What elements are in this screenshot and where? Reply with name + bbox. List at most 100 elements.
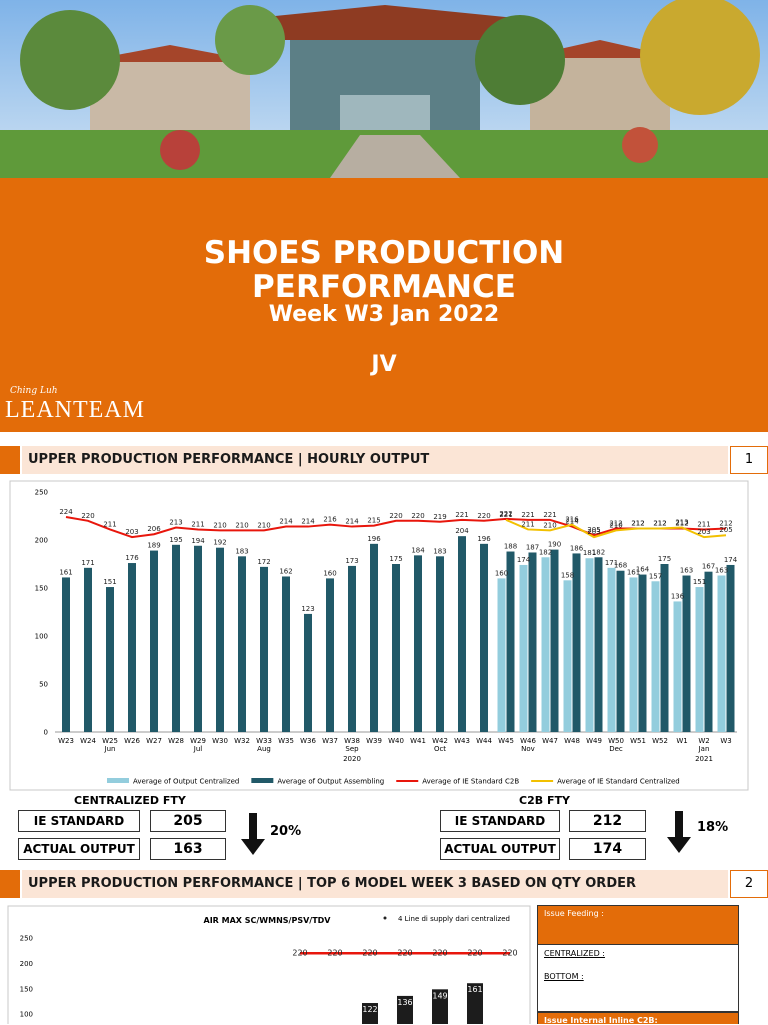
value-label: 219	[433, 513, 446, 521]
value-label: 210	[213, 521, 226, 529]
x-tick-label: W32	[234, 737, 250, 745]
legend-swatch	[251, 778, 274, 783]
value-label: 188	[504, 543, 517, 551]
value-label: 220	[362, 949, 377, 958]
month-label: Jan	[698, 745, 710, 753]
x-tick-label: W26	[124, 737, 140, 745]
x-tick-label: W46	[520, 737, 536, 745]
value-label: 190	[548, 541, 561, 549]
x-tick-label: W30	[212, 737, 228, 745]
value-label: 160	[323, 569, 336, 577]
value-label: 171	[605, 559, 618, 567]
value-label: 174	[724, 556, 738, 564]
chart-note: 4 Line di supply dari centralized	[398, 915, 510, 923]
value-label: 212	[631, 519, 644, 527]
value-label: 204	[455, 527, 469, 535]
bar	[607, 567, 616, 732]
value-label: 136	[397, 998, 412, 1007]
legend-label: Average of Output Centralized	[133, 778, 239, 786]
value-label: 220	[81, 512, 94, 520]
value-label: 136	[671, 592, 685, 600]
y-tick-label: 150	[35, 585, 48, 593]
value-label: 210	[235, 521, 248, 529]
bar	[62, 577, 70, 732]
x-tick-label: W52	[652, 737, 668, 745]
bar	[436, 556, 444, 732]
bar	[726, 564, 735, 732]
bar	[150, 550, 158, 732]
month-label: Nov	[521, 745, 535, 753]
value-label: 151	[103, 578, 116, 586]
value-label: 168	[614, 562, 627, 570]
value-label: 220	[327, 949, 342, 958]
x-tick-label: W48	[564, 737, 580, 745]
bar	[194, 545, 202, 732]
row-label: ACTUAL OUTPUT	[440, 838, 560, 860]
x-tick-label: W35	[278, 737, 294, 745]
section-marker	[0, 870, 20, 898]
value-label: 195	[169, 536, 182, 544]
bar	[397, 995, 413, 1024]
value-label: 214	[279, 518, 293, 526]
y-tick-label: 200	[35, 537, 48, 545]
x-tick-label: W2	[698, 737, 709, 745]
value-label: 221	[455, 511, 468, 519]
value-label: 181	[583, 549, 596, 557]
value-label: 221	[499, 511, 512, 519]
value-label: 171	[81, 559, 94, 567]
header-photo	[0, 0, 768, 178]
down-arrow	[241, 813, 265, 855]
chart-title: AIR MAX SC/WMNS/PSV/TDV	[204, 916, 332, 925]
bar	[682, 575, 691, 732]
y-tick-label: 250	[20, 935, 33, 943]
value-label: 161	[59, 568, 72, 576]
issue-feeding: Issue Feeding :	[537, 905, 739, 945]
x-tick-label: W1	[676, 737, 687, 745]
value-label: 214	[565, 518, 579, 526]
x-tick-label: W45	[498, 737, 514, 745]
month-label: Aug	[257, 745, 271, 753]
year-label: 2020	[343, 755, 361, 763]
value-label: 149	[432, 991, 447, 1000]
bar	[304, 613, 312, 732]
bar	[282, 576, 290, 732]
value-label: 214	[301, 518, 315, 526]
value-label: 163	[715, 567, 728, 575]
value-label: 212	[675, 519, 688, 527]
value-label: 224	[59, 508, 73, 516]
legend-label: Average of Output Assembling	[277, 778, 384, 786]
bar	[651, 581, 660, 732]
value-label: 162	[279, 567, 292, 575]
value-label: 151	[693, 578, 706, 586]
x-tick-label: W33	[256, 737, 272, 745]
value-label: 182	[539, 548, 552, 556]
row-label: IE STANDARD	[440, 810, 560, 832]
value-label: 182	[592, 548, 605, 556]
x-tick-label: W43	[454, 737, 470, 745]
y-tick-label: 50	[39, 681, 48, 689]
down-arrow	[667, 811, 691, 853]
x-tick-label: W40	[388, 737, 404, 745]
value-label: 211	[697, 520, 710, 528]
line-series	[65, 515, 727, 539]
bar	[519, 564, 528, 732]
value-label: 194	[191, 537, 205, 545]
value-label: 203	[697, 528, 710, 536]
value-label: 211	[191, 520, 204, 528]
change-pct: 20%	[270, 824, 302, 839]
value-label: 220	[502, 949, 517, 958]
x-tick-label: W28	[168, 737, 184, 745]
subtitle: Week W3 Jan 2022	[268, 302, 500, 327]
y-tick-label: 150	[20, 985, 33, 993]
value-label: 192	[213, 539, 226, 547]
value-label: 164	[636, 566, 650, 574]
value-label: 212	[653, 519, 666, 527]
value-label: 220	[432, 949, 447, 958]
section-title: UPPER PRODUCTION PERFORMANCE | HOURLY OU…	[22, 446, 728, 474]
value-label: 187	[526, 543, 539, 551]
unit-name: JV	[371, 352, 397, 377]
line-series	[505, 518, 727, 539]
chart-frame	[7, 905, 531, 1024]
y-tick-label: 100	[20, 1011, 33, 1019]
